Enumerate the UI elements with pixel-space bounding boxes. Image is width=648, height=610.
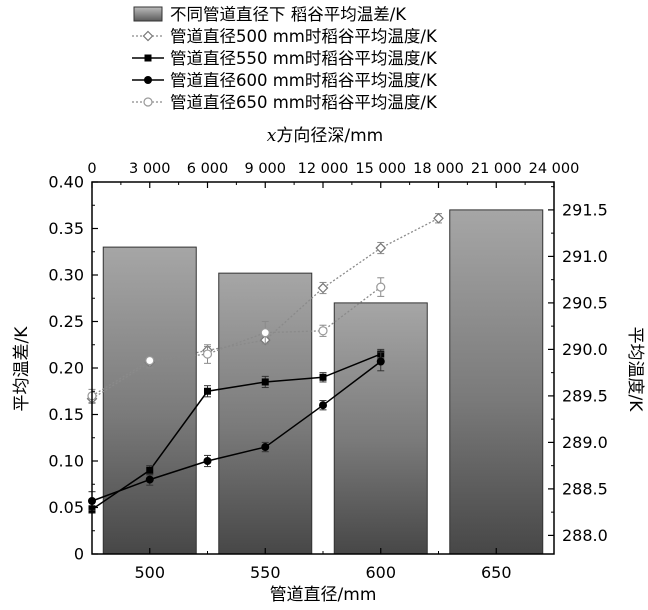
chart-legend: 不同管道直径下 稻谷平均温差/K 管道直径500 mm时稻谷平均温度/K 管道直径5… (132, 5, 438, 112)
x-top-tick-label: 15 000 (355, 161, 406, 177)
y-right-tick-label: 290.5 (562, 293, 608, 312)
top-x-axis-title: x方向径深/mm (267, 126, 383, 146)
y-right-tick-label: 290.0 (562, 340, 608, 359)
y-right-tick-label: 288.0 (562, 526, 608, 545)
y-left-tick-label: 0.05 (48, 498, 84, 517)
legend-label-1: 管道直径500 mm时稻谷平均温度/K (170, 27, 438, 46)
x-top-tick-label: 6 000 (187, 161, 229, 177)
x-bottom-tick-label: 500 (134, 563, 165, 582)
data-point (318, 326, 328, 336)
x-axis-bottom-title: 管道直径/mm (270, 585, 377, 605)
x-axis-top: 0 3 000 6 000 9 000 12 000 15 000 18 000 21 000… (87, 161, 579, 188)
legend-label-bar: 不同管道直径下 稻谷平均温差/K (170, 5, 407, 24)
legend-item-4: 管道直径650 mm时稻谷平均温度/K (132, 93, 438, 112)
data-point (317, 282, 329, 294)
y-left-tick-label: 0.30 (48, 266, 84, 285)
y-axis-left: 0 0.05 0.10 0.15 0.20 0.25 0.30 0.35 0.40 (48, 173, 98, 564)
y-left-tick-label: 0.35 (48, 219, 84, 238)
data-point (375, 242, 387, 254)
x-top-tick-label: 24 000 (529, 161, 580, 177)
data-point (261, 378, 269, 386)
legend-swatch-bar (133, 6, 163, 22)
y-left-tick-label: 0.15 (48, 405, 84, 424)
line-series-group (86, 212, 444, 514)
y-left-tick-label: 0 (74, 545, 84, 564)
data-point (261, 443, 270, 452)
y-right-tick-label: 289.5 (562, 386, 608, 405)
x-top-tick-label: 3 000 (129, 161, 171, 177)
legend-marker-4 (143, 97, 153, 107)
data-point (202, 349, 213, 359)
data-point (260, 328, 270, 338)
data-point (376, 282, 386, 292)
line-path-3 (91, 360, 382, 502)
legend-item-2: 管道直径550 mm时稻谷平均温度/K (132, 49, 438, 68)
bar-550 (218, 272, 313, 555)
y-right-tick-label: 291.5 (562, 200, 608, 219)
legend-marker-3 (144, 76, 152, 84)
legend-marker-1 (142, 30, 154, 42)
data-point (376, 357, 385, 366)
legend-label-4: 管道直径650 mm时稻谷平均温度/K (170, 93, 438, 112)
legend-label-3: 管道直径600 mm时稻谷平均温度/K (170, 71, 438, 90)
y-axis-right: 288.0 288.5 289.0 289.5 290.0 290.5 291.0 291.5 (548, 186, 608, 545)
legend-item-3: 管道直径600 mm时稻谷平均温度/K (132, 71, 438, 90)
line-path-2 (91, 353, 382, 510)
bar-series (102, 209, 544, 555)
bar-650 (449, 209, 544, 555)
y-axis-left-title: 平均温差/K (12, 326, 32, 412)
y-right-tick-label: 291.0 (562, 247, 608, 266)
bar-500 (102, 246, 197, 555)
y-left-tick-label: 0.20 (48, 359, 84, 378)
line-path-4 (91, 286, 382, 397)
y-left-tick-label: 0.40 (48, 173, 84, 192)
data-point (203, 457, 212, 465)
bar-600 (333, 302, 428, 555)
legend-marker-2 (144, 54, 152, 62)
x-axis-bottom: 500 550 600 650 (134, 548, 555, 582)
legend-item-bar: 不同管道直径下 稻谷平均温差/K (133, 5, 407, 24)
y-left-tick-label: 0.25 (48, 312, 84, 331)
x-top-tick-label: 9 000 (244, 161, 286, 177)
y-right-tick-label: 288.5 (562, 479, 608, 498)
data-point (319, 373, 327, 381)
y-axis-right-title: 平均温度/K (625, 327, 645, 413)
data-point (319, 401, 327, 410)
data-point (145, 355, 155, 366)
data-point (145, 475, 154, 484)
x-top-tick-label: 21 000 (471, 161, 522, 177)
data-point (204, 387, 211, 395)
x-top-tick-label: 0 (87, 161, 96, 177)
data-point (433, 212, 444, 224)
x-bottom-tick-label: 550 (250, 563, 281, 582)
data-point (146, 466, 154, 474)
x-top-tick-label: 12 000 (298, 161, 349, 177)
x-bottom-tick-label: 600 (365, 563, 396, 582)
y-right-tick-label: 289.0 (562, 433, 608, 452)
legend-item-1: 管道直径500 mm时稻谷平均温度/K (132, 27, 438, 46)
y-left-tick-label: 0.10 (48, 452, 84, 471)
line-series-4 (87, 277, 386, 403)
x-top-tick-label: 18 000 (413, 161, 464, 177)
x-bottom-tick-label: 650 (481, 563, 512, 582)
legend-label-2: 管道直径550 mm时稻谷平均温度/K (170, 49, 438, 68)
